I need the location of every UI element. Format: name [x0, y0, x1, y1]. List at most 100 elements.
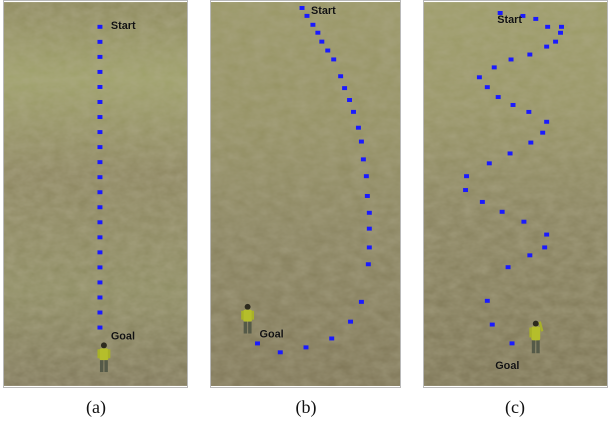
- path-markers: [255, 5, 372, 355]
- path-marker: [97, 54, 103, 59]
- path-marker: [533, 16, 539, 21]
- path-marker: [544, 119, 550, 124]
- path-marker: [97, 280, 103, 285]
- path-marker: [97, 160, 103, 165]
- panel-b: Start Goal: [210, 0, 401, 388]
- path-marker: [544, 232, 550, 237]
- path-marker: [544, 44, 550, 49]
- path-marker: [476, 75, 482, 80]
- path-marker: [520, 13, 526, 18]
- path-marker: [304, 13, 310, 18]
- panel-c-scene: Start Goal: [424, 2, 607, 386]
- path-marker: [479, 199, 485, 204]
- path-marker: [97, 325, 103, 330]
- path-markers: [97, 24, 103, 330]
- goal-label: Goal: [495, 360, 519, 372]
- path-marker: [97, 39, 103, 44]
- path-marker: [303, 345, 309, 350]
- path-marker: [528, 140, 534, 145]
- path-marker: [97, 69, 103, 74]
- path-marker: [355, 125, 361, 130]
- path-marker: [97, 24, 103, 29]
- panel-a-scene: Start Goal: [4, 2, 187, 386]
- goal-label: Goal: [259, 328, 283, 340]
- path-marker: [366, 226, 372, 231]
- path-marker: [315, 30, 321, 35]
- path-marker: [299, 5, 305, 10]
- path-marker: [527, 253, 533, 258]
- path-marker: [325, 48, 331, 53]
- path-marker: [509, 341, 515, 346]
- path-marker: [364, 194, 370, 198]
- path-marker: [510, 102, 516, 107]
- panel-a: Start Goal: [3, 0, 188, 388]
- path-marker: [255, 341, 260, 346]
- path-marker: [540, 130, 546, 135]
- path-marker: [97, 205, 103, 210]
- path-marker: [553, 39, 559, 44]
- goal-label: Goal: [111, 330, 135, 342]
- path-marker: [495, 95, 501, 100]
- path-marker: [365, 262, 371, 267]
- path-marker: [507, 151, 513, 156]
- path-marker: [97, 130, 103, 135]
- panel-b-scene: Start Goal: [211, 2, 400, 386]
- path-marker: [527, 52, 533, 57]
- path-marker: [545, 24, 551, 29]
- path-marker: [310, 22, 316, 27]
- caption-c: (c): [505, 397, 525, 417]
- path-marker: [464, 174, 470, 179]
- path-marker: [484, 298, 490, 303]
- path-marker: [559, 24, 564, 29]
- panel-c: Start Goal: [423, 0, 608, 388]
- path-marker: [542, 245, 548, 250]
- path-marker: [499, 209, 505, 214]
- start-label: Start: [111, 20, 136, 32]
- path-marker: [351, 109, 356, 114]
- path-marker: [484, 85, 490, 90]
- path-marker: [486, 161, 492, 166]
- path-marker: [521, 219, 527, 224]
- path-marker: [463, 188, 469, 193]
- path-marker: [491, 65, 497, 70]
- terrain-texture: [4, 2, 187, 386]
- path-marker: [97, 190, 103, 195]
- path-marker: [97, 235, 103, 240]
- start-label: Start: [311, 5, 336, 17]
- path-marker: [97, 310, 103, 315]
- path-marker: [366, 210, 372, 215]
- path-marker: [97, 265, 103, 270]
- path-marker: [97, 115, 103, 120]
- character-figure: [529, 320, 544, 354]
- path-marker: [497, 11, 503, 15]
- path-marker: [97, 100, 103, 104]
- terrain-texture: [211, 2, 400, 386]
- path-marker: [489, 322, 495, 327]
- path-marker: [363, 174, 369, 179]
- path-marker: [508, 57, 514, 62]
- path-marker: [526, 109, 532, 114]
- path-markers: [463, 11, 564, 346]
- path-marker: [277, 350, 283, 355]
- path-marker: [97, 175, 103, 180]
- path-marker: [97, 250, 103, 255]
- path-marker: [331, 57, 337, 62]
- path-marker: [342, 86, 348, 91]
- character-figure: [241, 303, 255, 334]
- caption-b: (b): [295, 397, 317, 417]
- path-marker: [358, 299, 364, 304]
- path-marker: [360, 157, 366, 162]
- path-marker: [97, 295, 103, 300]
- path-marker: [505, 265, 511, 270]
- path-marker: [338, 74, 344, 79]
- path-marker: [97, 220, 103, 225]
- start-label: Start: [497, 14, 522, 26]
- path-marker: [558, 30, 563, 35]
- path-marker: [358, 139, 364, 144]
- path-marker: [319, 39, 325, 44]
- path-marker: [347, 98, 353, 102]
- path-marker: [366, 245, 372, 250]
- path-marker: [329, 336, 335, 341]
- path-marker: [348, 319, 353, 324]
